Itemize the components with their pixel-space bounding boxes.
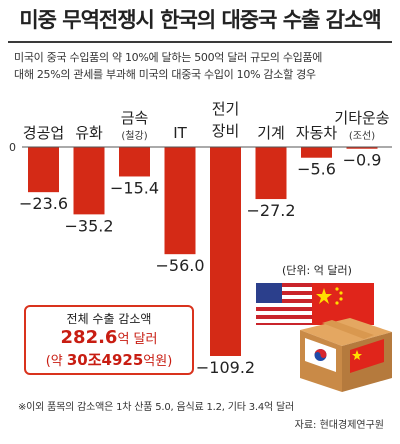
category-sublabel-2: (철강) [121, 130, 147, 142]
bar-7 [346, 147, 378, 149]
labels-layer: −23.6경공업−35.2유화−15.4금속(철강)−56.0IT−109.2전… [19, 100, 390, 377]
category-label-3: IT [173, 124, 187, 142]
zero-tick-label: 0 [9, 141, 16, 154]
value-label-2: −15.4 [110, 178, 159, 197]
total-krw-value: 30조4925 [66, 351, 144, 369]
value-label-1: −35.2 [64, 216, 113, 235]
category-label-5: 기계 [257, 124, 285, 142]
subtitle-line-2: 대해 25%의 관세를 부과해 미국의 대중국 수입이 10% 감소할 경우 [14, 68, 316, 81]
category-sublabel-7: (조선) [349, 130, 375, 142]
total-amount: 282.6억 달러 [26, 327, 192, 351]
page-title: 미중 무역전쟁시 한국의 대중국 수출 감소액 [19, 8, 381, 32]
bar-4 [210, 147, 241, 356]
source-credit: 자료: 현대경제연구원 [294, 420, 384, 431]
footnote: ※이외 품목의 감소액은 1차 산품 5.0, 음식료 1.2, 기타 3.4억… [18, 402, 294, 413]
bar-2 [119, 147, 150, 177]
value-label-7: −0.9 [343, 151, 382, 170]
total-krw: (약 30조4925억원) [26, 351, 192, 371]
value-label-5: −27.2 [246, 201, 295, 220]
value-label-6: −5.6 [297, 160, 336, 179]
bar-5 [255, 147, 287, 200]
value-label-4: −109.2 [196, 358, 255, 377]
china-flag-icon [312, 283, 374, 325]
title-divider [8, 41, 392, 43]
subtitle-line-1: 미국이 중국 수입품의 약 10%에 달하는 500억 달러 규모의 수입품에 [14, 51, 323, 64]
total-krw-suffix: 억원) [143, 354, 173, 369]
category-label-4-line1: 전기 [212, 100, 240, 118]
shipping-box-icon [300, 318, 392, 392]
bar-3 [164, 147, 196, 255]
korea-flag-icon [305, 338, 336, 372]
value-label-0: −23.6 [19, 194, 68, 213]
category-label-2: 금속 [121, 109, 149, 127]
bar-0 [28, 147, 59, 193]
bar-1 [73, 147, 105, 215]
category-label-7: 기타운송 [334, 109, 389, 127]
unit-label: (단위: 억 달러) [282, 264, 352, 277]
category-label-1: 유화 [75, 124, 103, 142]
us-flag-icon [256, 283, 314, 325]
total-krw-prefix: (약 [45, 354, 67, 369]
total-summary-box: 전체 수출 감소액 282.6억 달러 (약 30조4925억원) [24, 305, 194, 375]
bars-layer [28, 147, 378, 356]
category-label-6: 자동차 [296, 124, 338, 142]
value-label-3: −56.0 [155, 256, 204, 275]
chart-subtitle: 미국이 중국 수입품의 약 10%에 달하는 500억 달러 규모의 수입품에 … [14, 49, 394, 83]
total-amount-value: 282.6 [60, 327, 118, 348]
category-label-0: 경공업 [23, 124, 64, 142]
total-amount-unit: 억 달러 [117, 332, 158, 347]
bar-6 [301, 147, 332, 158]
china-flag-small-icon [350, 339, 384, 373]
category-label-4-line2: 장비 [212, 122, 240, 140]
total-label: 전체 수출 감소액 [66, 312, 152, 326]
